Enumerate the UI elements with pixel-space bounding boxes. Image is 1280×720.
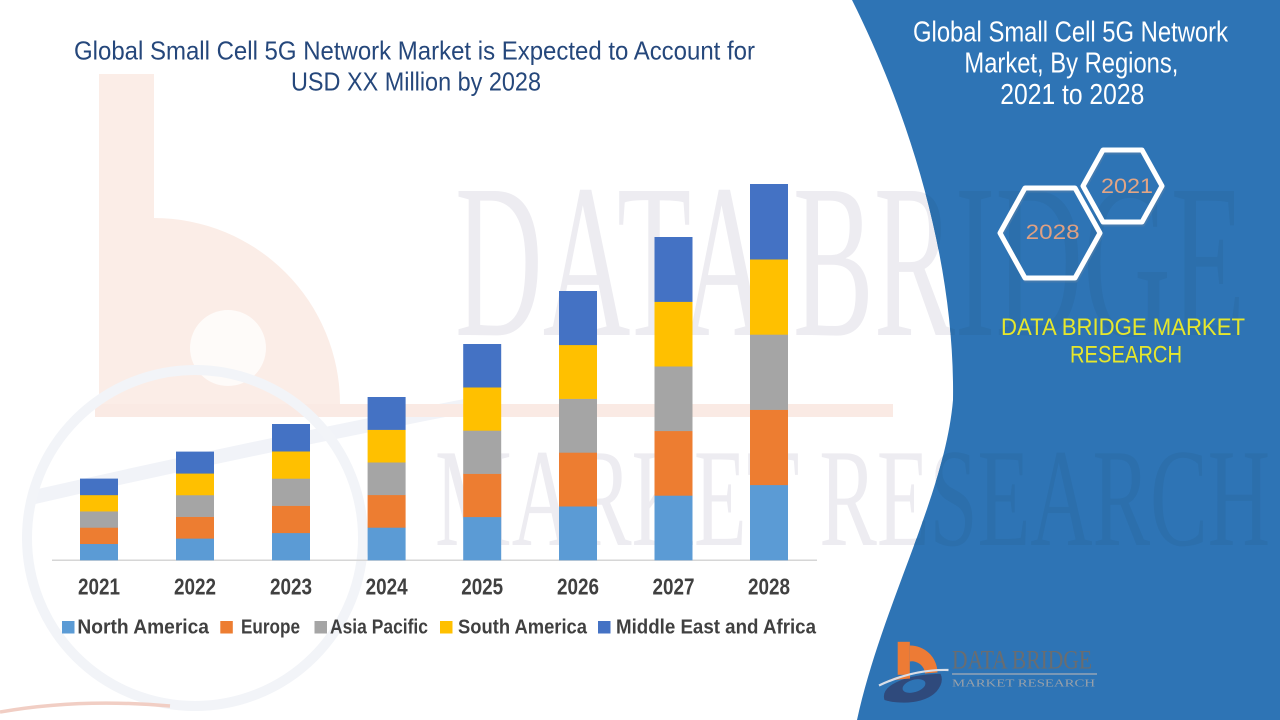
svg-text:2026: 2026 bbox=[557, 574, 599, 600]
svg-text:MARKET RESEARCH: MARKET RESEARCH bbox=[952, 679, 1095, 690]
svg-text:DATA BRIDGE: DATA BRIDGE bbox=[952, 646, 1092, 675]
svg-text:2022: 2022 bbox=[174, 574, 216, 600]
svg-text:2024: 2024 bbox=[366, 574, 408, 600]
svg-text:Asia Pacific: Asia Pacific bbox=[330, 617, 428, 639]
svg-text:DATA BRIDGE: DATA BRIDGE bbox=[455, 139, 1245, 383]
svg-text:DATA BRIDGE MARKET: DATA BRIDGE MARKET bbox=[1001, 314, 1245, 341]
svg-text:RESEARCH: RESEARCH bbox=[1070, 342, 1182, 369]
svg-text:Global Small Cell 5G Network: Global Small Cell 5G Network bbox=[913, 16, 1228, 48]
svg-text:2028: 2028 bbox=[748, 574, 790, 600]
svg-text:2021: 2021 bbox=[78, 574, 120, 600]
svg-text:USD XX Million by 2028: USD XX Million by 2028 bbox=[291, 66, 541, 96]
svg-text:Market, By Regions,: Market, By Regions, bbox=[964, 48, 1178, 80]
svg-text:2028: 2028 bbox=[1026, 220, 1080, 244]
svg-text:Middle East and Africa: Middle East and Africa bbox=[616, 617, 817, 639]
svg-text:2025: 2025 bbox=[461, 574, 503, 600]
svg-text:North America: North America bbox=[77, 617, 209, 639]
svg-text:Europe: Europe bbox=[241, 617, 300, 639]
svg-text:2023: 2023 bbox=[270, 574, 312, 600]
svg-text:Global Small Cell 5G Network M: Global Small Cell 5G Network Market is E… bbox=[74, 36, 755, 66]
svg-text:South America: South America bbox=[458, 617, 588, 639]
svg-text:MARKET RESEARCH: MARKET RESEARCH bbox=[435, 421, 1270, 576]
svg-text:2021: 2021 bbox=[1101, 174, 1153, 198]
svg-text:2021 to 2028: 2021 to 2028 bbox=[1000, 79, 1144, 111]
svg-text:2027: 2027 bbox=[653, 574, 695, 600]
